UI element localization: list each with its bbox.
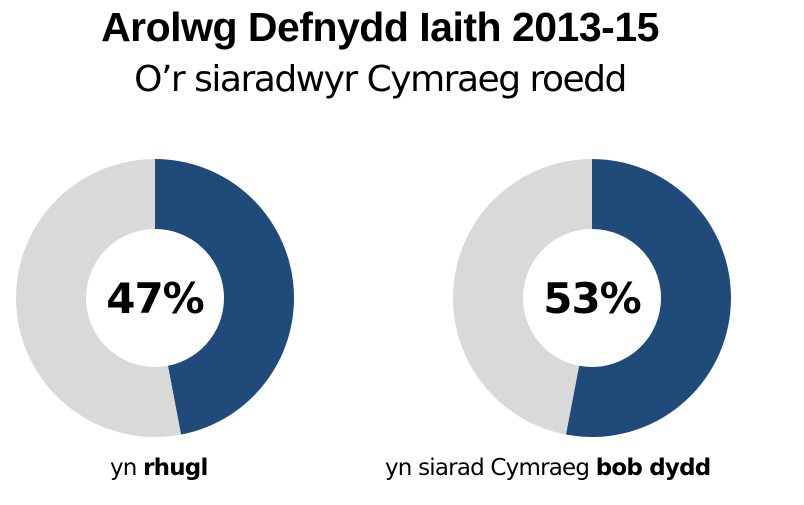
caption-emphasis: rhugl [143,455,208,481]
donut-segment-value [155,159,295,435]
caption-fluent: yn rhugl [110,455,208,481]
donut-graphic [452,159,731,438]
donut-segment-remainder [452,159,592,435]
caption-text: yn siarad Cymraeg [385,455,596,481]
donut-chart-fluent: 47% [15,158,295,438]
donut-center-label: 47% [106,273,205,323]
caption-daily: yn siarad Cymraeg bob dydd [385,455,712,481]
chart-subtitle: O’r siaradwyr Cymraeg roedd [134,59,627,100]
chart-title: Arolwg Defnydd Iaith 2013-15 [101,4,659,50]
donut-center-label: 53% [543,273,642,323]
donut-segment-remainder [16,159,182,437]
donut-chart-daily: 53% [452,158,732,438]
donut-graphic [16,159,295,437]
caption-text: yn [110,455,144,481]
caption-emphasis: bob dydd [595,455,712,481]
donut-segment-value [565,159,731,438]
